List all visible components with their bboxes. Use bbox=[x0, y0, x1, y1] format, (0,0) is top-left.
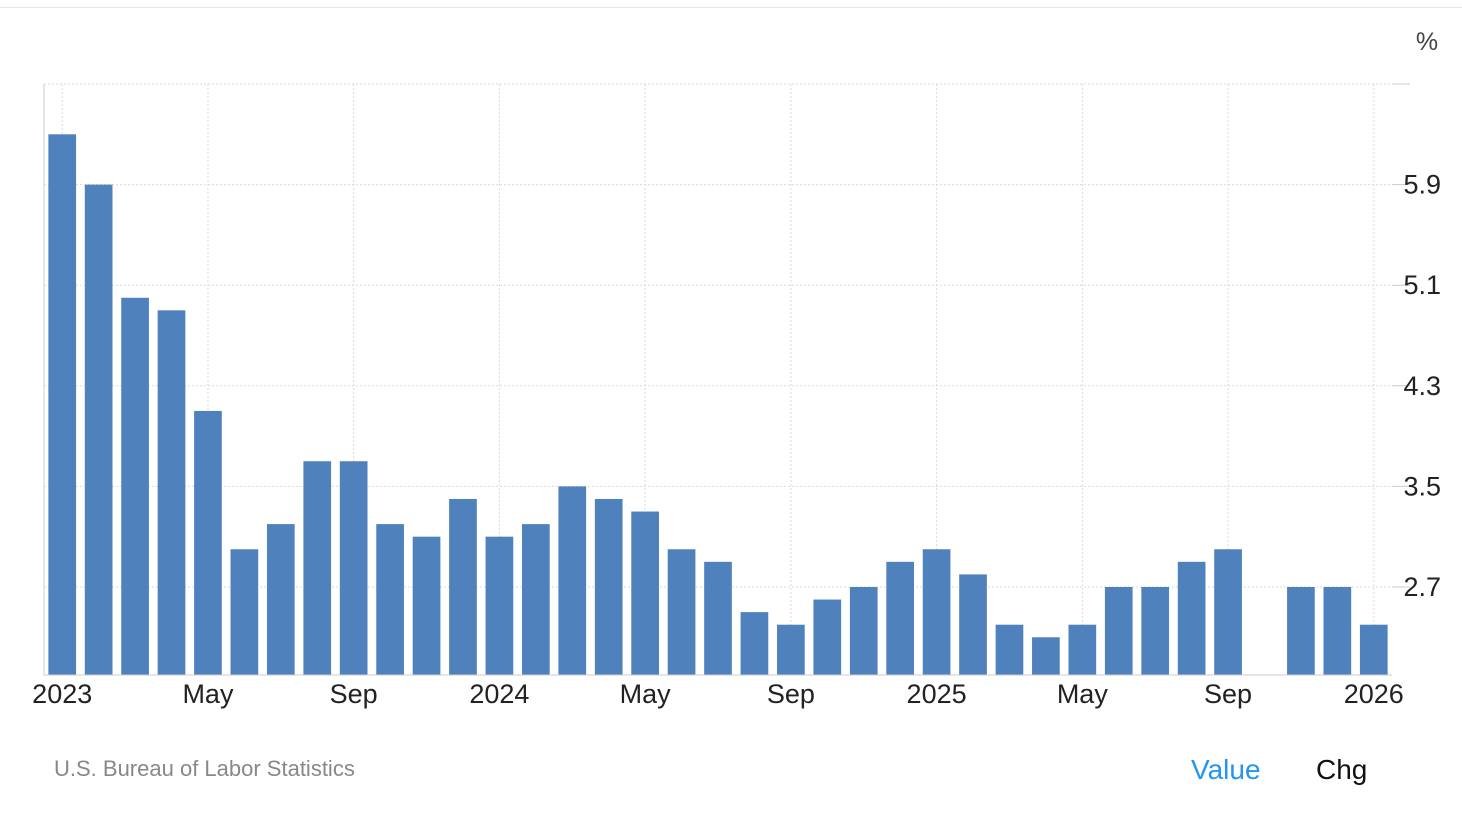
x-tick-label: May bbox=[620, 679, 672, 709]
bar-2023-08[interactable] bbox=[303, 461, 332, 675]
bar-layer bbox=[48, 134, 1388, 676]
bar-2025-05[interactable] bbox=[1068, 624, 1097, 675]
bar-2024-06[interactable] bbox=[667, 549, 696, 675]
bar-2025-06[interactable] bbox=[1104, 586, 1133, 675]
bar-2023-09[interactable] bbox=[339, 461, 368, 675]
y-tick-label: 3.5 bbox=[1403, 471, 1441, 501]
x-tick-label: 2023 bbox=[32, 679, 92, 709]
bar-chart: 2.7 3.5 4.3 5.1 5.9 2023 May Sep 2024 May Sep 2025 M… bbox=[32, 28, 1441, 709]
bar-2025-01[interactable] bbox=[922, 549, 951, 675]
x-tick-label: 2026 bbox=[1344, 679, 1404, 709]
x-tick-label: Sep bbox=[1204, 679, 1252, 709]
bar-2025-11[interactable] bbox=[1287, 586, 1315, 675]
bar-2023-05[interactable] bbox=[194, 410, 222, 675]
bar-2024-09[interactable] bbox=[777, 624, 805, 675]
bar-2025-12[interactable] bbox=[1323, 586, 1352, 675]
bar-2024-10[interactable] bbox=[813, 599, 842, 675]
bar-2024-02[interactable] bbox=[521, 524, 550, 675]
x-tick-label: Sep bbox=[767, 679, 815, 709]
bar-2023-12[interactable] bbox=[449, 498, 477, 675]
y-tick-label: 5.1 bbox=[1403, 270, 1441, 300]
bar-2023-01[interactable] bbox=[48, 134, 77, 676]
bar-2023-07[interactable] bbox=[266, 524, 295, 675]
bar-2023-02[interactable] bbox=[84, 184, 113, 675]
bar-2023-10[interactable] bbox=[376, 524, 404, 675]
y-tick-label: 5.9 bbox=[1403, 170, 1441, 200]
bar-2023-04[interactable] bbox=[157, 310, 186, 675]
bar-2025-02[interactable] bbox=[959, 574, 987, 675]
bar-2025-09[interactable] bbox=[1214, 549, 1242, 675]
axis-layer: 2.7 3.5 4.3 5.1 5.9 2023 May Sep 2024 May Sep 2025 M… bbox=[32, 83, 1441, 709]
bar-2024-03[interactable] bbox=[558, 486, 587, 675]
bar-2024-05[interactable] bbox=[631, 511, 659, 675]
chg-toggle-button[interactable]: Chg bbox=[1316, 754, 1368, 785]
bar-2023-11[interactable] bbox=[412, 536, 441, 675]
top-divider bbox=[0, 7, 1462, 8]
bar-2024-07[interactable] bbox=[704, 561, 732, 675]
bar-2023-06[interactable] bbox=[230, 549, 259, 675]
x-tick-label: May bbox=[1057, 679, 1109, 709]
bar-2024-08[interactable] bbox=[740, 612, 769, 675]
y-tick-label: 2.7 bbox=[1403, 572, 1441, 602]
bar-2025-04[interactable] bbox=[1032, 637, 1060, 675]
x-tick-label: 2025 bbox=[907, 679, 967, 709]
bar-2024-12[interactable] bbox=[886, 561, 915, 675]
bar-2025-08[interactable] bbox=[1177, 561, 1206, 675]
bar-2026-01[interactable] bbox=[1359, 624, 1388, 675]
y-tick-label: 4.3 bbox=[1403, 371, 1441, 401]
source-label: U.S. Bureau of Labor Statistics bbox=[54, 756, 355, 781]
y-unit-label: % bbox=[1416, 28, 1438, 56]
x-tick-label: Sep bbox=[330, 679, 378, 709]
bar-2024-01[interactable] bbox=[485, 536, 514, 675]
bar-2023-03[interactable] bbox=[121, 297, 149, 675]
bar-2024-11[interactable] bbox=[849, 586, 878, 675]
value-toggle-button[interactable]: Value bbox=[1191, 754, 1261, 785]
x-tick-label: May bbox=[182, 679, 234, 709]
x-tick-label: 2024 bbox=[469, 679, 529, 709]
bar-2025-03[interactable] bbox=[995, 624, 1024, 675]
bar-2024-04[interactable] bbox=[594, 498, 623, 675]
bar-2025-07[interactable] bbox=[1141, 586, 1170, 675]
